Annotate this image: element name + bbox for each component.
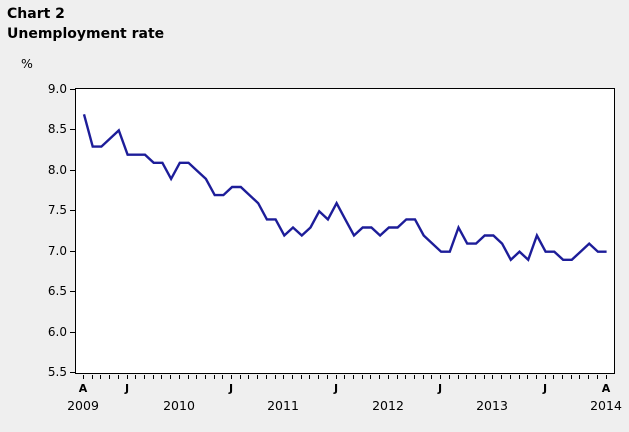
x-axis-tick [397, 375, 398, 379]
x-axis-tick [283, 375, 284, 379]
x-axis-tick [562, 375, 563, 379]
x-axis-tick [353, 375, 354, 379]
y-axis-label: 7.0 [47, 244, 67, 258]
y-axis-unit-label: % [21, 56, 33, 71]
x-axis-tick [492, 375, 493, 379]
x-axis-tick [519, 375, 520, 379]
x-axis-tick [292, 375, 293, 379]
x-axis-year-label: 2011 [267, 398, 299, 413]
y-axis-label: 8.0 [47, 163, 67, 177]
x-axis-month-label: A [78, 382, 88, 395]
x-axis-tick [379, 375, 380, 379]
x-axis-tick [301, 375, 302, 379]
x-axis-tick [466, 375, 467, 379]
x-axis-tick [571, 375, 572, 379]
x-axis-tick [545, 375, 546, 379]
x-axis-tick [327, 375, 328, 379]
x-axis-tick [222, 375, 223, 379]
x-axis-month-label: J [124, 382, 130, 395]
y-axis-tick [70, 372, 75, 373]
x-axis-tick [118, 375, 119, 379]
x-axis-tick [127, 375, 128, 379]
y-axis-label: 9.0 [47, 82, 67, 96]
x-axis-tick [440, 375, 441, 379]
x-axis-tick [431, 375, 432, 379]
x-axis-tick [458, 375, 459, 379]
x-axis-month-label: J [228, 382, 234, 395]
x-axis-tick [362, 375, 363, 379]
x-axis-tick [597, 375, 598, 379]
x-axis-tick [83, 375, 84, 379]
x-axis-tick [588, 375, 589, 379]
chart-number: Chart 2 [7, 6, 65, 22]
x-axis-tick [449, 375, 450, 379]
x-axis-tick [536, 375, 537, 379]
x-axis-tick [275, 375, 276, 379]
x-axis-tick [153, 375, 154, 379]
plot-area [75, 88, 615, 374]
y-axis-tick [70, 251, 75, 252]
x-axis-tick [179, 375, 180, 379]
x-axis-tick [405, 375, 406, 379]
y-axis-label: 6.0 [47, 325, 67, 339]
x-axis-month-label: J [333, 382, 339, 395]
x-axis-tick [344, 375, 345, 379]
x-axis-tick [336, 375, 337, 379]
x-axis-year-label: 2013 [476, 398, 508, 413]
x-axis-tick [318, 375, 319, 379]
x-axis-tick [144, 375, 145, 379]
y-axis-label: 5.5 [47, 365, 67, 379]
y-axis-tick [70, 129, 75, 130]
x-axis-tick [266, 375, 267, 379]
x-axis-month-label: J [437, 382, 443, 395]
y-axis-tick [70, 291, 75, 292]
x-axis-tick [231, 375, 232, 379]
x-axis-tick [92, 375, 93, 379]
x-axis-tick [414, 375, 415, 379]
x-axis-month-label: J [542, 382, 548, 395]
x-axis-tick [240, 375, 241, 379]
x-axis-tick [553, 375, 554, 379]
chart-subtitle: Unemployment rate [7, 26, 165, 42]
x-axis-tick [188, 375, 189, 379]
x-axis-tick [205, 375, 206, 379]
y-axis-tick [70, 210, 75, 211]
x-axis-tick [214, 375, 215, 379]
x-axis-year-label: 2012 [372, 398, 404, 413]
x-axis-tick [606, 375, 607, 379]
x-axis-tick [135, 375, 136, 379]
x-axis-tick [309, 375, 310, 379]
unemployment-rate-line [82, 113, 607, 262]
x-axis-month-label: A [601, 382, 611, 395]
x-axis-tick [475, 375, 476, 379]
y-axis-tick [70, 89, 75, 90]
x-axis-tick [257, 375, 258, 379]
x-axis-tick [248, 375, 249, 379]
y-axis-label: 6.5 [47, 284, 67, 298]
x-axis-tick [109, 375, 110, 379]
x-axis-tick [510, 375, 511, 379]
x-axis-tick [370, 375, 371, 379]
x-axis-year-label: 2014 [590, 398, 622, 413]
x-axis-tick [579, 375, 580, 379]
x-axis-tick [100, 375, 101, 379]
x-axis-year-label: 2010 [163, 398, 195, 413]
x-axis-tick [388, 375, 389, 379]
x-axis-tick [423, 375, 424, 379]
x-axis-tick [527, 375, 528, 379]
x-axis-tick [484, 375, 485, 379]
x-axis-tick [170, 375, 171, 379]
chart-title-block: Chart 2 Unemployment rate [7, 4, 164, 44]
y-axis-label: 7.5 [47, 203, 67, 217]
x-axis-year-label: 2009 [67, 398, 99, 413]
unemployment-line-svg [82, 113, 607, 262]
x-axis-tick [501, 375, 502, 379]
x-axis-tick [196, 375, 197, 379]
y-axis-tick [70, 332, 75, 333]
y-axis-tick [70, 170, 75, 171]
x-axis-tick [161, 375, 162, 379]
y-axis-label: 8.5 [47, 122, 67, 136]
